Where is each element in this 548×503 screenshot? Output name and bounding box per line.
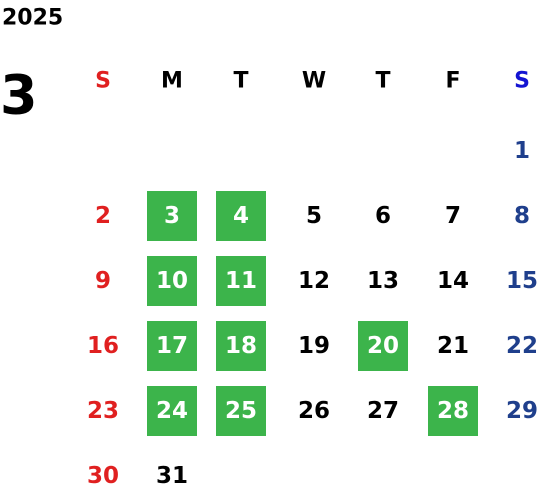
day-number: 13 <box>367 268 399 294</box>
day-number: 3 <box>164 203 180 229</box>
highlight-box <box>147 256 197 306</box>
day-number: 8 <box>514 203 530 229</box>
day-number: 27 <box>367 398 399 424</box>
day-number: 4 <box>233 203 249 229</box>
day-number: 22 <box>506 333 538 359</box>
day-number: 17 <box>156 333 188 359</box>
weekday-label: S <box>95 69 111 94</box>
highlight-box <box>358 321 408 371</box>
weekday-label: F <box>445 69 460 94</box>
weekday-label: T <box>375 69 390 94</box>
day-number: 29 <box>506 398 538 424</box>
year: 2025 <box>2 6 63 31</box>
day-number: 1 <box>514 138 530 164</box>
day-number: 6 <box>375 203 391 229</box>
weekday-label: S <box>514 69 530 94</box>
day-number: 31 <box>156 463 188 489</box>
weekday-label: T <box>233 69 248 94</box>
day-number: 28 <box>437 398 469 424</box>
day-number: 10 <box>156 268 188 294</box>
weekday-label: W <box>302 69 326 94</box>
day-number: 11 <box>225 268 257 294</box>
day-number: 16 <box>87 333 119 359</box>
day-number: 15 <box>506 268 538 294</box>
highlight-box <box>147 191 197 241</box>
day-number: 21 <box>437 333 469 359</box>
month: 3 <box>0 64 38 127</box>
day-number: 19 <box>298 333 330 359</box>
weekday-label: M <box>161 69 183 94</box>
day-number: 7 <box>445 203 461 229</box>
day-number: 12 <box>298 268 330 294</box>
day-number: 5 <box>306 203 322 229</box>
highlight-box <box>216 191 266 241</box>
day-number: 23 <box>87 398 119 424</box>
day-number: 25 <box>225 398 257 424</box>
highlight-box <box>147 321 197 371</box>
highlight-box <box>216 256 266 306</box>
highlight-box <box>216 386 266 436</box>
day-number: 2 <box>95 203 111 229</box>
highlight-box <box>428 386 478 436</box>
day-number: 24 <box>156 398 188 424</box>
highlight-box <box>216 321 266 371</box>
day-number: 14 <box>437 268 469 294</box>
highlight-box <box>147 386 197 436</box>
day-number: 20 <box>367 333 399 359</box>
day-number: 9 <box>95 268 111 294</box>
day-number: 26 <box>298 398 330 424</box>
day-number: 30 <box>87 463 119 489</box>
day-number: 18 <box>225 333 257 359</box>
